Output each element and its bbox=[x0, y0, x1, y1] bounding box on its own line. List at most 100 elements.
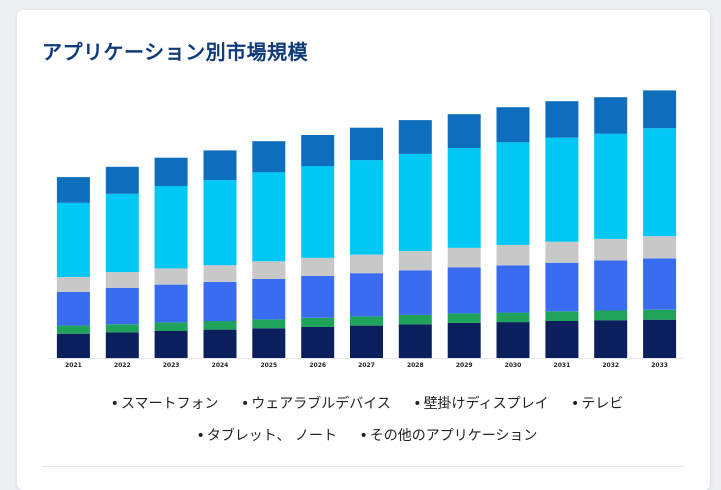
legend-label: 壁掛けディスプレイ bbox=[423, 396, 549, 412]
legend-item-tv[interactable]: • テレビ bbox=[571, 388, 623, 420]
bar-segment-2033-4[interactable] bbox=[643, 128, 677, 237]
bar-segment-2027-2[interactable] bbox=[350, 273, 383, 317]
bar-segment-2022-0[interactable] bbox=[105, 332, 139, 359]
bar-segment-2023-5[interactable] bbox=[154, 157, 188, 187]
bar-segment-2032-3[interactable] bbox=[594, 238, 628, 261]
bar-segment-2025-0[interactable] bbox=[252, 328, 286, 358]
bar-segment-2031-5[interactable] bbox=[545, 101, 579, 138]
bar-segment-2021-0[interactable] bbox=[56, 333, 90, 358]
bar-segment-2026-0[interactable] bbox=[301, 326, 335, 358]
bar-segment-2023-3[interactable] bbox=[154, 268, 188, 285]
stacked-bar-chart: 2021 2022 2023 2024 2025 2026 2027 2028 2029 2030… bbox=[49, 90, 684, 369]
bar-segment-2031-1[interactable] bbox=[545, 311, 579, 321]
bar-segment-2031-2[interactable] bbox=[545, 262, 579, 312]
legend-item-wearable[interactable]: • ウェアラブルデバイス bbox=[241, 388, 391, 420]
bar-segment-2025-4[interactable] bbox=[252, 172, 286, 262]
bar-segment-2029-2[interactable] bbox=[447, 267, 481, 314]
bar-segment-2029-4[interactable] bbox=[447, 147, 481, 248]
bar-segment-2033-5[interactable] bbox=[643, 90, 677, 129]
legend-bullet: • bbox=[359, 428, 368, 444]
bar-segment-2030-3[interactable] bbox=[496, 244, 530, 266]
bar-segment-2024-2[interactable] bbox=[203, 281, 237, 322]
bar-segment-2030-1[interactable] bbox=[496, 312, 530, 323]
bar-segment-2025-1[interactable] bbox=[252, 319, 286, 329]
bar-segment-2024-5[interactable] bbox=[203, 150, 237, 181]
bar-segment-2031-0[interactable] bbox=[545, 321, 579, 358]
bar-segment-2029-1[interactable] bbox=[447, 313, 481, 323]
bar-segment-2025-5[interactable] bbox=[252, 141, 286, 173]
legend-label: その他のアプリケーション bbox=[369, 428, 538, 444]
bar-segment-2023-0[interactable] bbox=[154, 331, 188, 358]
bar-segment-2029-0[interactable] bbox=[447, 322, 481, 358]
card-divider bbox=[42, 466, 685, 467]
chart-title: アプリケーション別市場規模 bbox=[42, 40, 309, 64]
bar-segment-2030-4[interactable] bbox=[496, 142, 530, 245]
bar-segment-2024-3[interactable] bbox=[203, 265, 237, 282]
legend-label: ウェアラブルデバイス bbox=[251, 396, 391, 412]
bar-segment-2022-3[interactable] bbox=[105, 272, 139, 288]
bar-segment-2023-4[interactable] bbox=[154, 186, 188, 269]
bar-segment-2032-4[interactable] bbox=[594, 133, 628, 239]
x-tick-label: 2021 bbox=[65, 362, 82, 369]
bar-segment-2026-5[interactable] bbox=[301, 135, 335, 167]
bar-segment-2032-1[interactable] bbox=[594, 310, 628, 321]
bar-segment-2031-4[interactable] bbox=[545, 137, 579, 242]
bar-segment-2030-0[interactable] bbox=[496, 322, 530, 358]
bar-segment-2023-2[interactable] bbox=[154, 284, 188, 323]
bar-segment-2024-0[interactable] bbox=[203, 329, 237, 358]
bar-segment-2024-4[interactable] bbox=[203, 180, 237, 266]
bar-segment-2029-3[interactable] bbox=[447, 247, 481, 268]
bar-segment-2028-0[interactable] bbox=[398, 324, 432, 359]
bar-segment-2024-1[interactable] bbox=[203, 321, 237, 330]
bar-segment-2033-2[interactable] bbox=[643, 258, 677, 310]
bar-segment-2028-3[interactable] bbox=[398, 251, 432, 271]
bar-segment-2027-1[interactable] bbox=[350, 316, 383, 326]
bar-segment-2027-4[interactable] bbox=[350, 160, 383, 255]
bar-segment-2021-2[interactable] bbox=[56, 291, 90, 326]
bar-segment-2033-0[interactable] bbox=[643, 319, 677, 358]
bar-segment-2028-5[interactable] bbox=[398, 120, 432, 154]
bar-segment-2031-3[interactable] bbox=[545, 241, 579, 263]
legend-label: タブレット、 ノート bbox=[206, 428, 337, 444]
bar-segment-2023-1[interactable] bbox=[154, 322, 188, 331]
bar-segment-2033-1[interactable] bbox=[643, 309, 677, 320]
bar-segment-2032-5[interactable] bbox=[594, 97, 628, 134]
bar-segment-2028-1[interactable] bbox=[398, 314, 432, 325]
bar-segment-2033-3[interactable] bbox=[643, 236, 677, 259]
bar-segment-2027-3[interactable] bbox=[350, 254, 383, 274]
bar-segment-2022-2[interactable] bbox=[105, 287, 139, 325]
bar-segment-2021-3[interactable] bbox=[56, 277, 90, 292]
bar-segment-2025-3[interactable] bbox=[252, 261, 286, 279]
bar-segment-2022-4[interactable] bbox=[105, 193, 139, 273]
legend-item-smartphone[interactable]: • スマートフォン bbox=[111, 388, 219, 420]
bar-segment-2032-2[interactable] bbox=[594, 260, 628, 311]
legend-label: テレビ bbox=[581, 396, 624, 412]
bar-segment-2032-0[interactable] bbox=[594, 320, 628, 358]
bar-segment-2030-2[interactable] bbox=[496, 265, 530, 313]
x-tick-label: 2027 bbox=[358, 362, 375, 369]
bar-segment-2021-1[interactable] bbox=[56, 325, 90, 334]
legend-item-other-applications[interactable]: • その他のアプリケーション bbox=[359, 420, 537, 452]
bar-segment-2026-1[interactable] bbox=[301, 317, 335, 327]
bar-segment-2027-5[interactable] bbox=[350, 127, 383, 161]
x-tick-label: 2033 bbox=[651, 362, 668, 369]
bar-segment-2022-5[interactable] bbox=[105, 166, 139, 194]
legend-bullet: • bbox=[413, 396, 422, 412]
bar-segment-2026-2[interactable] bbox=[301, 275, 335, 318]
bar-segment-2022-1[interactable] bbox=[105, 324, 139, 333]
bar-segment-2026-4[interactable] bbox=[301, 166, 335, 258]
x-tick-label: 2031 bbox=[554, 362, 571, 369]
bar-segment-2029-5[interactable] bbox=[447, 114, 481, 148]
bar-segment-2025-2[interactable] bbox=[252, 278, 286, 320]
bar-segment-2021-5[interactable] bbox=[56, 177, 90, 203]
legend-item-tablet-notebook[interactable]: • タブレット、 ノート bbox=[197, 420, 337, 452]
bar-segment-2026-3[interactable] bbox=[301, 257, 335, 276]
bar-segment-2028-4[interactable] bbox=[398, 153, 432, 252]
legend-item-wall-display[interactable]: • 壁掛けディスプレイ bbox=[413, 388, 548, 420]
bar-segment-2027-0[interactable] bbox=[350, 325, 383, 358]
bar-segment-2021-4[interactable] bbox=[56, 202, 90, 277]
legend-bullet: • bbox=[196, 428, 205, 444]
x-tick-label: 2023 bbox=[163, 362, 180, 369]
bar-segment-2030-5[interactable] bbox=[496, 107, 530, 143]
bar-segment-2028-2[interactable] bbox=[398, 270, 432, 315]
